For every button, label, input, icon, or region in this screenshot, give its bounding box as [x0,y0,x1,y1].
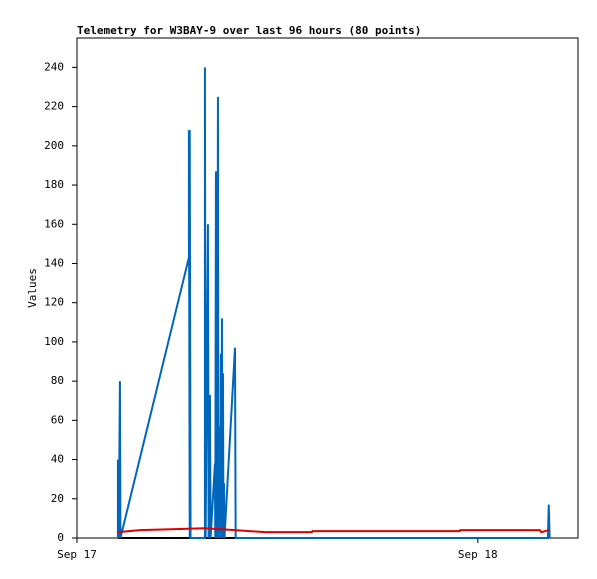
x-tick-label: Sep 17 [57,548,97,561]
y-tick-label: 0 [57,531,64,544]
y-tick-label: 40 [51,453,64,466]
y-tick-label: 200 [44,139,64,152]
y-tick-label: 120 [44,296,64,309]
data-line [116,67,551,539]
y-tick-label: 20 [51,492,64,505]
y-tick-label: 140 [44,256,64,269]
y-tick-label: 240 [44,60,64,73]
plot-frame [76,37,579,539]
y-axis-label: Values [26,268,39,308]
y-tick-label: 100 [44,335,64,348]
y-tick-label: 60 [51,413,64,426]
y-tick-label: 80 [51,374,64,387]
x-tick-label: Sep 18 [458,548,498,561]
chart-title: Telemetry for W3BAY-9 over last 96 hours… [77,24,421,37]
y-tick-label: 180 [44,178,64,191]
data-line [117,527,550,534]
y-tick-label: 220 [44,100,64,113]
y-tick-label: 160 [44,217,64,230]
